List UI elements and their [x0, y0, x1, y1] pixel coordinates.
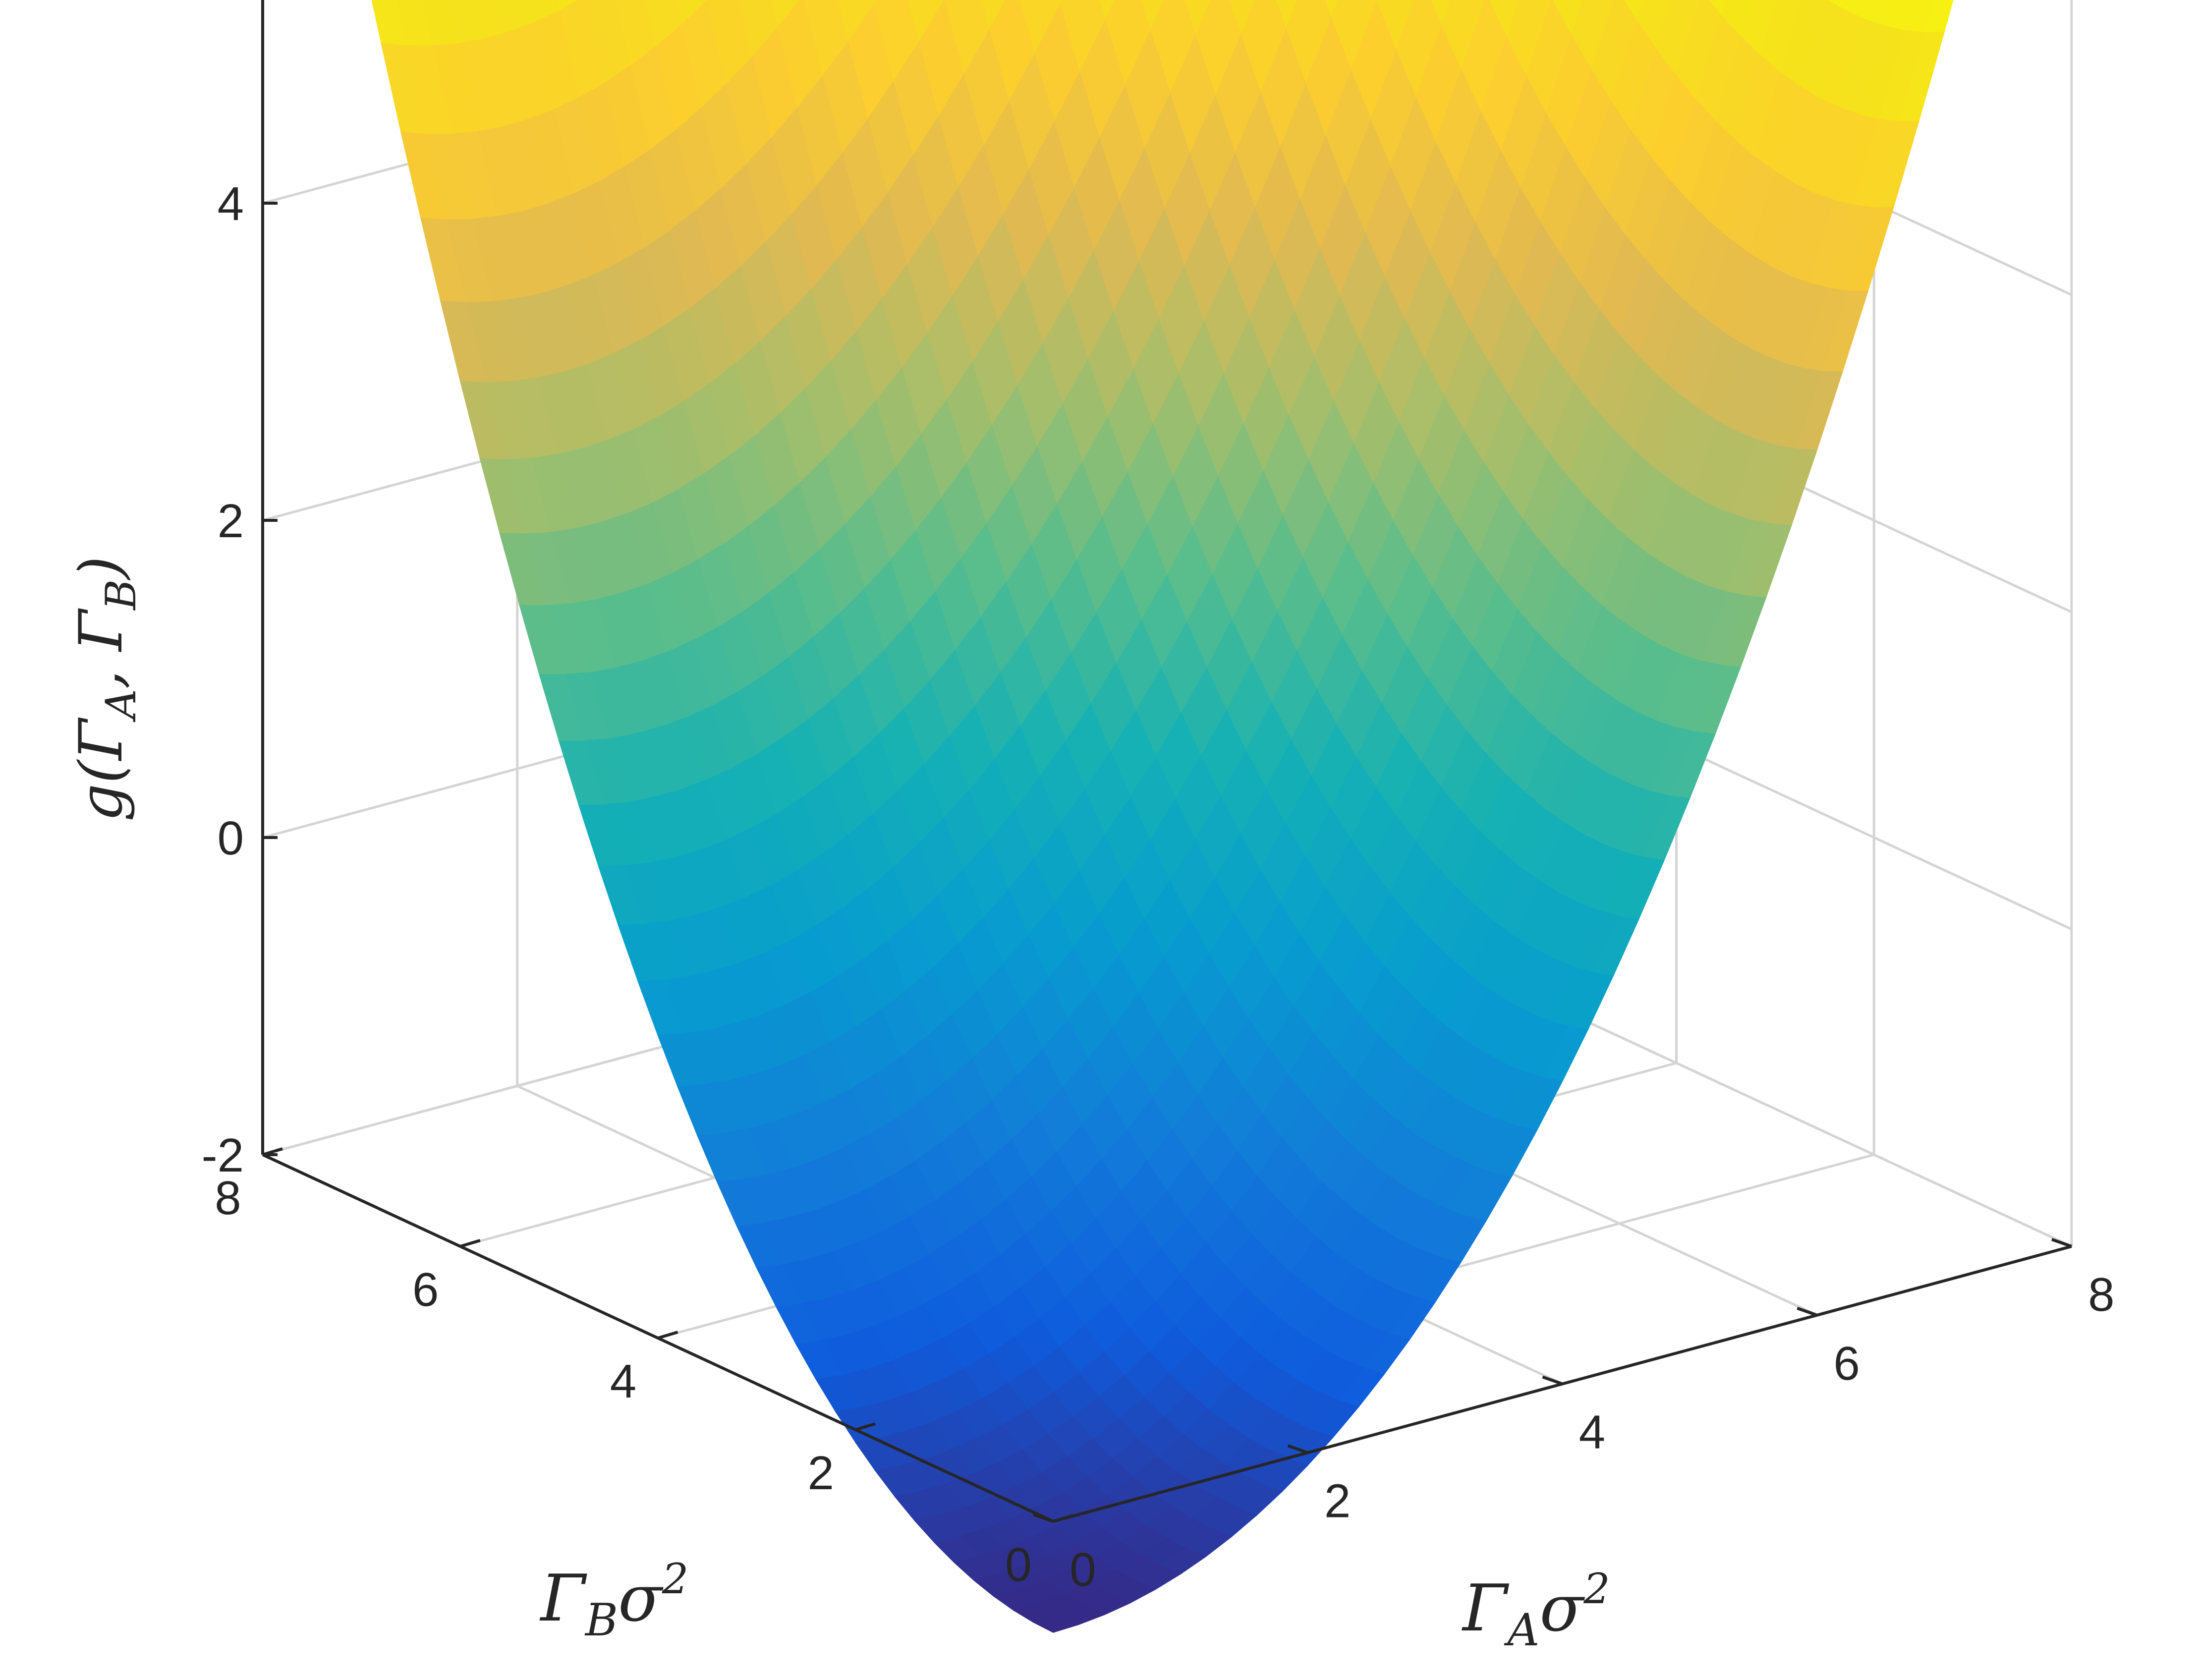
axes: -2024680246802468 [202, 0, 2115, 1596]
y-axis-tick [262, 1147, 283, 1156]
y-axis-label: ΓBσ2 [539, 1555, 689, 1646]
x-tick-label: 2 [1324, 1474, 1351, 1527]
x-axis-label: ΓAσ2 [1461, 1565, 1610, 1656]
z-axis-label: g(ΓA, ΓB) [67, 556, 145, 822]
y-tick-label: 2 [808, 1447, 834, 1500]
surface-patch [1229, 0, 1256, 37]
y-tick-label: 4 [610, 1355, 636, 1408]
x-axis-tick [1542, 1375, 1563, 1386]
surface-patch [1324, 0, 1339, 19]
surface-patch [1032, 1614, 1080, 1633]
z-tick-label: 4 [218, 177, 244, 230]
x-axis-tick [2051, 1238, 2072, 1248]
surface [371, 0, 1954, 1633]
x-axis-tick [1033, 1513, 1054, 1523]
y-axis-tick [459, 1239, 481, 1248]
z-tick-label: 0 [218, 812, 244, 865]
x-tick-label: 4 [1579, 1406, 1605, 1459]
x-axis-tick [1797, 1306, 1818, 1317]
surface-patch [1430, 0, 1451, 27]
surface-patch [1708, 0, 1726, 16]
y-axis-tick [657, 1331, 678, 1340]
x-tick-label: 8 [2088, 1268, 2114, 1321]
surface-patch [1275, 0, 1298, 31]
y-tick-label: 6 [412, 1263, 439, 1316]
z-tick-label: -2 [202, 1129, 244, 1182]
x-tick-label: 0 [1069, 1543, 1096, 1596]
surface-patch [1184, 0, 1211, 37]
surface-patch [1140, 0, 1165, 32]
y-axis-tick [855, 1422, 876, 1431]
axis-labels: g(ΓA, ΓB) ΓBσ2 ΓAσ2 [67, 556, 1610, 1656]
surface-patch [1099, 0, 1115, 22]
y-tick-label: 8 [215, 1172, 241, 1225]
y-tick-label: 0 [1005, 1538, 1031, 1591]
x-tick-label: 6 [1834, 1337, 1860, 1390]
x-axis-tick [1287, 1444, 1308, 1455]
z-tick-label: 2 [218, 495, 244, 548]
